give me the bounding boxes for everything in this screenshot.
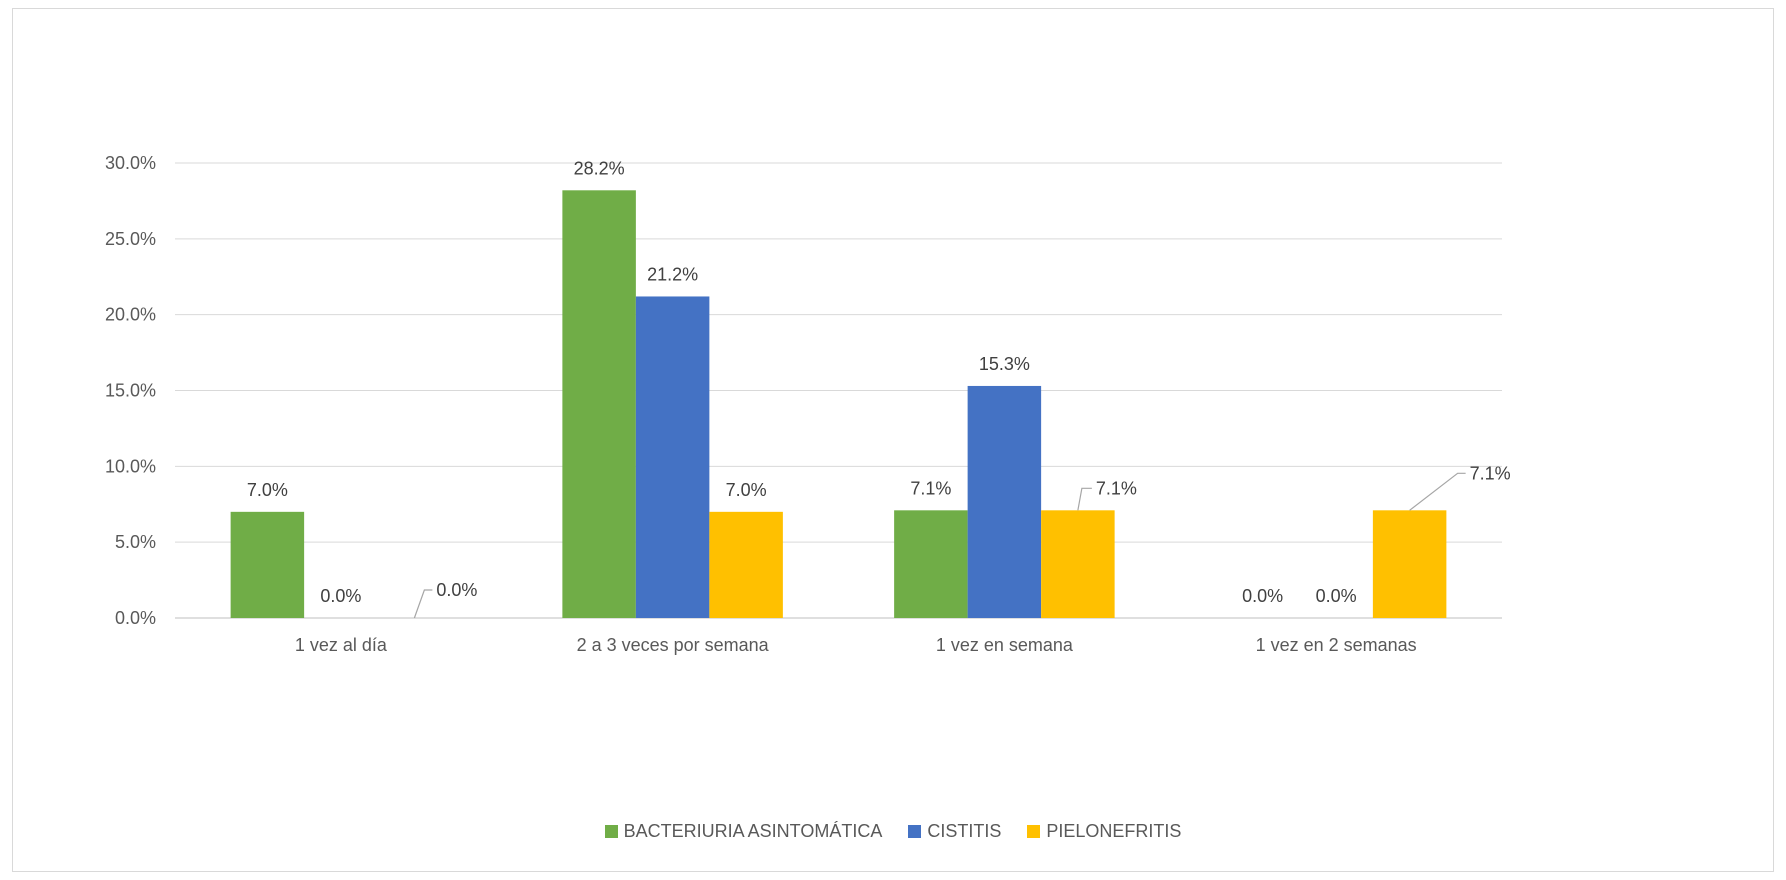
bar [562, 190, 636, 619]
data-label: 7.1% [910, 478, 951, 498]
legend-swatch [1027, 824, 1041, 838]
y-tick-label: 20.0% [105, 305, 156, 325]
legend-swatch [604, 824, 618, 838]
legend-item: PIELONEFRITIS [1027, 821, 1181, 842]
x-tick-label: 1 vez en semana [936, 635, 1074, 655]
data-label: 7.0% [726, 480, 767, 500]
x-tick-label: 2 a 3 veces por semana [577, 635, 770, 655]
y-tick-label: 10.0% [105, 456, 156, 476]
data-label: 7.0% [247, 480, 288, 500]
data-label: 7.1% [1470, 463, 1511, 483]
leader-line [1077, 487, 1092, 511]
legend-label: BACTERIURIA ASINTOMÁTICA [623, 820, 883, 841]
x-axis-ticks: 1 vez al día 2 a 3 veces por semana 1 vez … [295, 635, 1417, 655]
legend-swatch [908, 824, 922, 838]
legend: BACTERIURIA ASINTOMÁTICA CISTITIS PIELONEF… [0, 816, 1786, 846]
data-label: 28.2% [574, 158, 625, 178]
chart-area [12, 8, 1774, 872]
data-label: 0.0% [320, 586, 361, 606]
y-tick-label: 30.0% [105, 153, 156, 173]
bar [894, 510, 968, 618]
data-label: 7.1% [1096, 478, 1137, 498]
data-labels: 7.0% 28.2% 7.1% 0.0% 0.0% 21.2% 15.3% 0.0% 0.0% 7… [247, 158, 1511, 606]
y-tick-label: 25.0% [105, 229, 156, 249]
bars [230, 190, 1447, 619]
leader-line [1409, 472, 1466, 511]
data-label: 15.3% [979, 354, 1030, 374]
legend-item: CISTITIS [908, 821, 1001, 842]
data-label: 0.0% [1316, 586, 1357, 606]
bar [635, 296, 710, 618]
y-axis-ticks: 0.0% 5.0% 10.0% 15.0% 20.0% 25.0% 30.0% [105, 153, 156, 628]
gridlines [175, 162, 1502, 619]
y-tick-label: 5.0% [115, 532, 156, 552]
legend-item: BACTERIURIA ASINTOMÁTICA [604, 820, 883, 842]
data-label: 0.0% [436, 580, 477, 600]
x-tick-label: 1 vez al día [295, 635, 388, 655]
x-tick-label: 1 vez en 2 semanas [1256, 635, 1417, 655]
y-tick-label: 0.0% [115, 608, 156, 628]
bar [709, 511, 783, 618]
leader-line [413, 589, 433, 619]
legend-label: PIELONEFRITIS [1046, 820, 1182, 841]
bar [1372, 510, 1447, 618]
leader-lines [413, 472, 1466, 619]
bar [967, 385, 1042, 618]
legend-label: CISTITIS [927, 820, 1002, 841]
y-tick-label: 15.0% [105, 381, 156, 401]
data-label: 21.2% [647, 264, 698, 284]
bar [1041, 510, 1115, 618]
data-label: 0.0% [1242, 586, 1283, 606]
bar [230, 511, 305, 618]
